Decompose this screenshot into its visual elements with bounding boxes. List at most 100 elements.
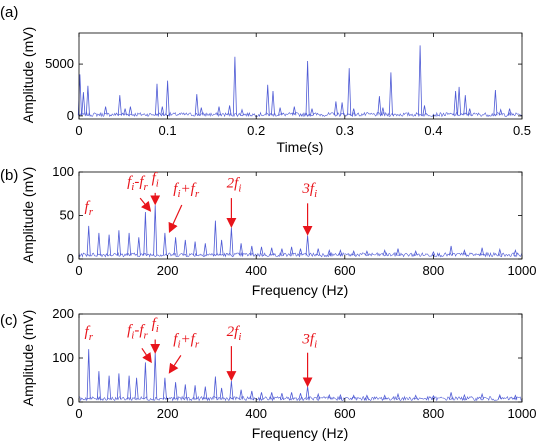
peak-mark — [298, 248, 303, 256]
peak-mark — [116, 373, 121, 400]
peak-mark — [153, 352, 158, 400]
peak-mark — [338, 248, 343, 256]
peak-mark — [493, 89, 498, 116]
peak-mark — [249, 390, 254, 400]
peak-mark — [203, 386, 208, 400]
peak-mark — [183, 239, 188, 256]
x-axis-label: Frequency (Hz) — [252, 425, 348, 441]
peak-mark — [305, 60, 310, 116]
peak-mark — [338, 393, 343, 400]
peak-mark — [396, 392, 400, 400]
y-ticks: 0 50 100 — [52, 164, 522, 266]
peak-mark — [305, 386, 310, 400]
peak-mark — [462, 393, 467, 400]
annotation-label: fi-fr — [127, 174, 148, 193]
noise-trace — [78, 251, 523, 258]
peak-mark — [269, 247, 274, 256]
peak-mark — [193, 241, 198, 256]
peak-mark — [203, 243, 208, 256]
peak-mark — [227, 105, 232, 116]
peak-mark — [462, 248, 467, 256]
x-ticks: 0 0.1 0.2 0.3 0.4 0.5 — [75, 33, 531, 138]
peak-mark — [380, 107, 385, 116]
y-tick-label: 100 — [52, 164, 74, 179]
x-tick-label: 800 — [423, 406, 445, 421]
x-tick-label: 400 — [245, 263, 267, 278]
x-tick-label: 200 — [157, 406, 179, 421]
y-tick-label: 50 — [60, 208, 74, 223]
peak-mark — [453, 90, 458, 116]
plot-area — [78, 111, 523, 118]
peak-mark — [498, 108, 503, 116]
peak-mark — [278, 107, 283, 116]
y-tick-label: 0 — [67, 251, 74, 266]
annotation-label: 2fi — [227, 324, 242, 343]
x-ticks: 0 200 400 600 800 1000 — [75, 172, 536, 278]
peak-mark — [213, 376, 218, 400]
peak-mark — [347, 68, 352, 116]
peak-mark — [449, 392, 454, 400]
y-ticks: 0 100 200 — [52, 306, 522, 409]
peak-mark — [333, 101, 338, 116]
peak-mark — [107, 234, 112, 256]
peak-mark — [162, 232, 167, 256]
peak-mark — [265, 84, 270, 116]
plot-area — [78, 395, 523, 402]
x-tick-label: 600 — [334, 406, 356, 421]
peak-mark — [388, 72, 393, 116]
peak-mark — [155, 83, 159, 116]
peak-mark — [199, 107, 204, 116]
y-axis-label: Amplitude (mV) — [20, 310, 36, 406]
x-tick-label: 0.4 — [424, 123, 442, 138]
x-tick-label: 400 — [245, 406, 267, 421]
peak-mark — [507, 108, 512, 116]
marks — [86, 205, 518, 256]
peak-mark — [418, 45, 423, 116]
peak-mark — [136, 237, 141, 256]
peak-mark — [173, 237, 178, 256]
y-tick-label: 200 — [52, 306, 74, 321]
peak-mark — [259, 246, 264, 256]
peak-mark — [377, 96, 382, 116]
peak-mark — [413, 394, 418, 400]
peak-mark — [116, 230, 121, 256]
peak-mark — [316, 392, 321, 400]
peak-mark — [431, 251, 436, 256]
panel-a: (a) 0 5000 0 0.1 0.2 0.3 0.4 0.5 Time(s) Ampli… — [0, 4, 531, 155]
peak-mark — [340, 102, 345, 116]
x-tick-label: 0 — [75, 406, 82, 421]
peak-mark — [449, 245, 454, 256]
marks — [86, 349, 518, 400]
peak-mark — [316, 248, 321, 256]
peak-mark — [165, 80, 170, 116]
peak-mark — [249, 245, 254, 256]
peak-mark — [289, 246, 294, 256]
peak-mark — [413, 250, 418, 256]
annotation-label: fr — [85, 324, 94, 343]
x-axis-label: Frequency (Hz) — [252, 282, 348, 298]
x-axis-label: Time(s) — [277, 139, 324, 155]
noise-trace — [78, 111, 523, 118]
peak-mark — [480, 392, 485, 400]
x-tick-label: 0 — [75, 123, 82, 138]
y-tick-label: 0 — [67, 394, 74, 409]
peak-mark — [351, 394, 356, 400]
peak-mark — [143, 362, 148, 400]
annotation-label: 3fi — [301, 331, 317, 350]
peak-mark — [143, 211, 148, 256]
peak-mark — [160, 106, 165, 116]
peak-mark — [213, 220, 218, 256]
peak-mark — [107, 375, 112, 400]
peak-mark — [513, 248, 518, 256]
x-tick-label: 600 — [334, 263, 356, 278]
peak-mark — [183, 384, 188, 400]
peak-mark — [310, 108, 314, 116]
plot-area — [78, 251, 523, 258]
peak-mark — [173, 382, 178, 400]
annotation-arrow — [141, 347, 152, 364]
peak-mark — [513, 394, 518, 400]
x-tick-label: 0 — [75, 263, 82, 278]
peak-mark — [463, 95, 468, 116]
